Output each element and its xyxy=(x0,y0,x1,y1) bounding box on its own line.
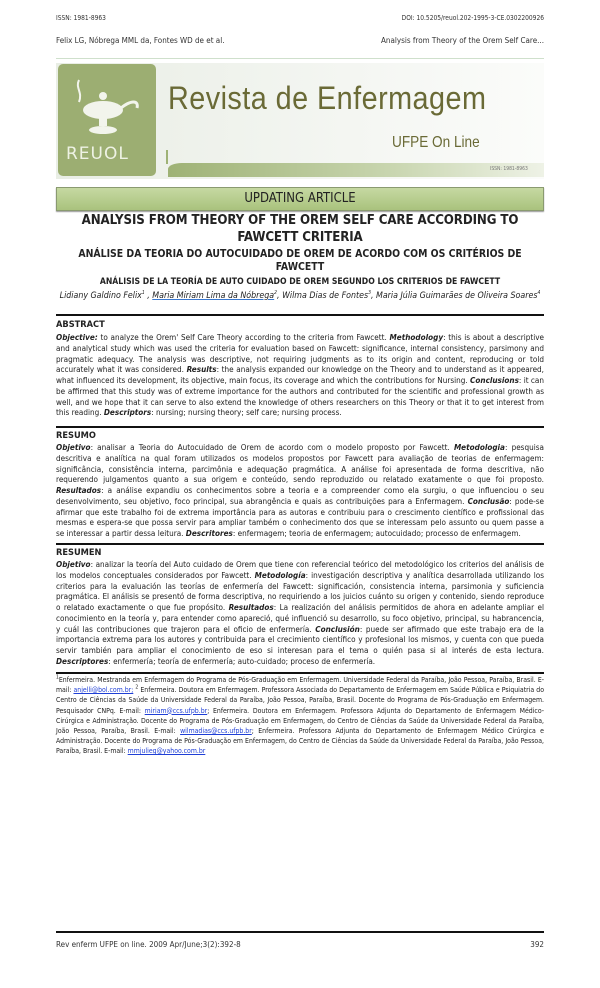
resumen-heading: RESUMEN xyxy=(56,547,102,558)
segment-label: Objetivo xyxy=(56,442,91,452)
resumo-body: Objetivo: analisar a Teoria do Autocuida… xyxy=(56,442,544,539)
author-list: Lidiany Galdino Felix1 , Maria Miriam Li… xyxy=(59,290,541,301)
segment-label: Results xyxy=(186,364,217,375)
footnotes: 1Enfermeira. Mestranda em Enfermagem do … xyxy=(56,675,544,757)
oil-lamp-icon xyxy=(76,79,139,134)
author-affiliation: 1 xyxy=(141,290,145,297)
segment-text: : pesquisa descritiva e analítica na qua… xyxy=(56,442,544,485)
segment-label: Conclusions xyxy=(470,375,519,385)
section-divider xyxy=(56,314,544,316)
segment-text: : it can be affirmed that this study was… xyxy=(56,375,544,418)
segment-label: Resultados xyxy=(56,485,102,495)
abstract-body: Objective: to analyze the Orem' Self Car… xyxy=(56,332,544,418)
email-link[interactable]: wilmadias@ccs.ufpb.br xyxy=(180,727,252,736)
banner-curve xyxy=(166,150,176,164)
section-divider xyxy=(56,426,544,428)
title-spanish: ANÁLISIS DE LA TEORÍA DE AUTO CUIDADO DE… xyxy=(99,277,501,287)
segment-text: : analizar la teoría del Auto cuidado de… xyxy=(56,559,544,580)
article-type-bar: UPDATING ARTICLE xyxy=(56,187,544,211)
journal-logo: REUOL xyxy=(58,64,156,176)
author: Wilma Dias de Fontes xyxy=(282,291,369,301)
segment-label: Metodología xyxy=(254,569,306,580)
resumen-body: Objetivo: analizar la teoría del Auto cu… xyxy=(56,559,544,667)
segment-text: : enfermería; teoría de enfermería; auto… xyxy=(108,655,376,666)
footnote-text: Enfermeira. Mestranda em Enfermagem do P… xyxy=(56,676,544,695)
author-affiliation: 2 xyxy=(274,290,278,297)
segment-label: Objetivo xyxy=(56,559,91,569)
logo-text: REUOL xyxy=(66,144,129,164)
segment-text: : this is about a descriptive and analyt… xyxy=(56,332,545,375)
footnote-marker: 1 xyxy=(56,674,59,681)
segment-label: Descriptors xyxy=(103,407,152,418)
journal-subtitle: UFPE On Line xyxy=(392,134,480,151)
banner-issn: ISSN: 1981-8963 xyxy=(490,166,528,172)
title-portuguese: ANÁLISE DA TEORIA DO AUTOCUIDADO DE OREM… xyxy=(78,248,522,273)
segment-text: : puede ser afirmado que este trabajo er… xyxy=(56,623,544,656)
segment-label: Descritores xyxy=(185,528,233,538)
author: Lidiany Galdino Felix xyxy=(59,291,142,301)
segment-label: Objective: xyxy=(56,332,98,342)
issn: ISSN: 1981-8963 xyxy=(56,14,106,22)
segment-text: : La realización del análisis permitidos… xyxy=(56,602,544,634)
email-link[interactable]: anjelli@bol.com.br; xyxy=(73,686,134,695)
segment-text: : analisar a Teoria do Autocuidado de Or… xyxy=(90,442,454,452)
citation: Rev enferm UFPE on line. 2009 Apr/June;3… xyxy=(56,940,241,949)
running-title: Analysis from Theory of the Orem Self Ca… xyxy=(380,36,544,45)
footnote-text: Enfermeira. Doutora em Enfermagem. Profe… xyxy=(56,686,545,715)
footer-divider xyxy=(56,931,544,933)
email-link[interactable]: miriam@ccs.ufpb.br xyxy=(144,706,208,715)
author-affiliation: 3 xyxy=(368,290,371,297)
section-divider xyxy=(56,543,544,545)
title-english: ANALYSIS FROM THEORY OF THE OREM SELF CA… xyxy=(81,213,519,245)
journal-title: Revista de Enfermagem xyxy=(168,80,487,116)
segment-text: : nursing; nursing theory; self care; nu… xyxy=(151,407,342,418)
author-affiliation: 4 xyxy=(537,290,541,297)
segment-label: Descriptores xyxy=(56,655,109,666)
segment-text: : enfermagem; teoria de enfermagem; auto… xyxy=(232,528,521,538)
header-divider xyxy=(56,58,544,59)
segment-label: Conclusión xyxy=(315,623,360,634)
segment-text: to analyze the Orem' Self Care Theory ac… xyxy=(97,332,390,342)
email-link[interactable]: mmjulieg@yahoo.com.br xyxy=(127,747,206,756)
banner-bar xyxy=(168,163,544,177)
abstract-heading: ABSTRACT xyxy=(56,319,105,330)
section-divider xyxy=(56,672,544,674)
footnote-text: ; Enfermeira. Professora Adjunta do Depa… xyxy=(56,727,544,756)
segment-label: Methodology xyxy=(389,332,444,342)
segment-text: : the analysis expanded our knowledge on… xyxy=(56,364,544,385)
segment-label: Resultados xyxy=(228,602,274,612)
segment-text: : a análise expandiu os conhecimentos so… xyxy=(56,485,544,506)
page-number: 392 xyxy=(530,940,544,949)
footnote-text: ; Enfermeira. Doutora em Enfermagem. Pro… xyxy=(56,706,544,736)
segment-label: Metodologia xyxy=(453,442,505,452)
segment-text: : investigación descriptiva y analítica … xyxy=(56,569,544,612)
segment-text: : pode-se afirmar que este trabalho foi … xyxy=(56,495,545,538)
author: Maria Júlia Guimarães de Oliveira Soares xyxy=(375,291,538,301)
resumo-heading: RESUMO xyxy=(56,430,96,441)
author-link[interactable]: Maria Miriam Lima da Nóbrega xyxy=(152,291,275,301)
doi: DOI: 10.5205/reuol.202-1995-3-CE.0302200… xyxy=(401,14,544,22)
segment-label: Conclusão xyxy=(467,495,510,506)
authors-short: Felix LG, Nóbrega MML da, Fontes WD de e… xyxy=(56,36,225,45)
footnote-marker: 2 xyxy=(135,684,139,691)
